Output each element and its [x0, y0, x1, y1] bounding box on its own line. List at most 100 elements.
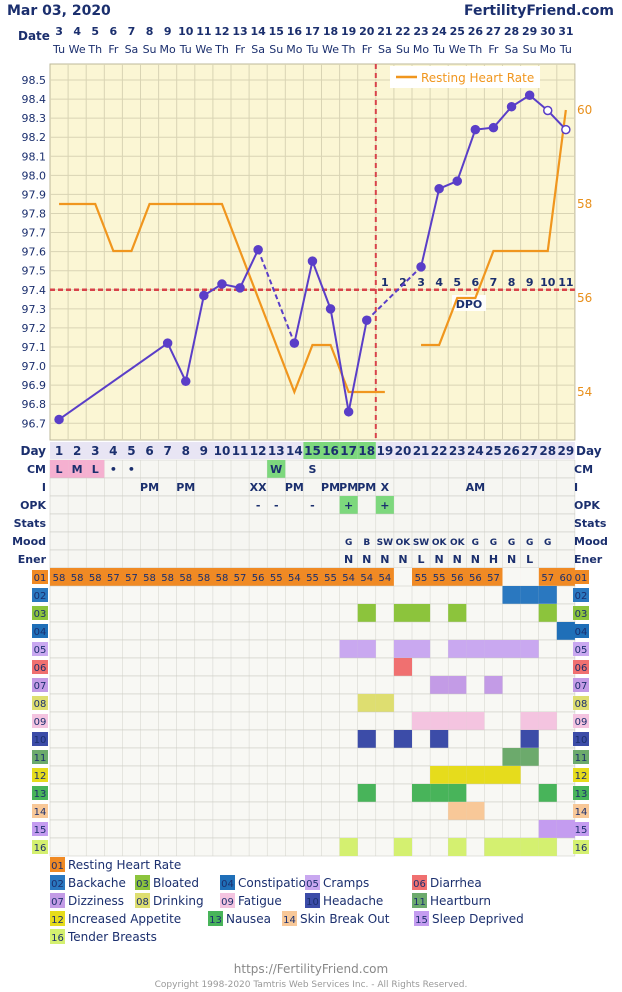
symptom-code-swatch-right [573, 732, 589, 746]
symptom-code-swatch [32, 678, 48, 692]
cm-bleed-cell [86, 460, 105, 478]
symptom-cell [393, 838, 412, 856]
symptom-cell [502, 748, 521, 766]
site-name[interactable]: FertilityFriend.com [464, 3, 614, 19]
legend-code: 10 [306, 897, 319, 908]
weekday-label: Sa [505, 43, 519, 56]
info-cell: PM [140, 481, 159, 494]
y-tick-label: 98.2 [22, 131, 47, 144]
legend-label: Bloated [153, 876, 199, 890]
info-row-label-right: OPK [574, 499, 600, 512]
date-number: 31 [558, 25, 573, 38]
rhr-cell-value: 58 [161, 573, 174, 584]
dpo-number: 9 [526, 276, 534, 289]
legend-code: 03 [136, 879, 149, 890]
temp-point [524, 90, 535, 101]
symptom-cell [448, 712, 467, 730]
y2-tick-label: 60 [577, 103, 592, 117]
info-cell: N [471, 553, 480, 566]
symptom-row-bg [49, 603, 576, 623]
y-tick-label: 98.5 [22, 74, 47, 87]
info-cell: AM [466, 481, 485, 494]
legend-code: 08 [136, 897, 149, 908]
rhr-cell-value: 58 [197, 573, 210, 584]
date-number: 13 [232, 25, 247, 38]
legend-swatch [50, 857, 65, 872]
info-cell: L [92, 463, 99, 476]
symptom-code: 03 [34, 609, 47, 620]
symptom-cell [556, 820, 575, 838]
symptom-code-swatch [32, 624, 48, 638]
legend-label: Backache [68, 876, 126, 890]
y-tick-label: 98.4 [22, 93, 47, 106]
info-cell: L [56, 463, 63, 476]
legend-label: Heartburn [430, 894, 491, 908]
cm-bleed-cell [50, 460, 69, 478]
symptom-code-swatch [32, 606, 48, 620]
rhr-cell-value: 55 [306, 573, 319, 584]
date-number: 11 [196, 25, 211, 38]
y-tick-label: 97.6 [22, 246, 47, 259]
symptom-cell [538, 712, 557, 730]
symptom-cell [538, 838, 557, 856]
opk-positive-cell [339, 496, 358, 514]
symptom-code-swatch [32, 768, 48, 782]
info-cell: N [362, 553, 371, 566]
rhr-cell-value: 58 [179, 573, 192, 584]
legend-swatch [135, 875, 150, 890]
temp-line-segment [311, 260, 332, 310]
cycle-day: 29 [557, 444, 574, 458]
symptom-code-swatch-right [573, 822, 589, 836]
date-number: 22 [395, 25, 410, 38]
temp-point [325, 304, 336, 314]
legend-label: Increased Appetite [68, 912, 181, 926]
legend-swatch [305, 875, 320, 890]
rhr-cell-value: 58 [89, 573, 102, 584]
info-cell: SW [377, 538, 393, 548]
footer-url[interactable]: https://FertilityFriend.com [234, 962, 388, 976]
symptom-cell [448, 676, 467, 694]
info-row-label: Mood [12, 535, 46, 548]
date-number: 9 [164, 25, 172, 38]
symptom-cell [556, 622, 575, 640]
date-number: 12 [214, 25, 229, 38]
symptom-row-bg [49, 657, 576, 677]
rhr-cell-value: 55 [324, 573, 337, 584]
info-cell: + [380, 499, 389, 512]
date-label: Date [18, 29, 50, 43]
legend-label: Fatigue [238, 894, 282, 908]
symptom-code-right: 16 [575, 843, 588, 854]
dpo-number: 7 [490, 276, 498, 289]
symptom-cell [448, 838, 467, 856]
symptom-code: 11 [34, 753, 47, 764]
weekday-label: Tu [432, 43, 445, 56]
legend-code: 06 [413, 879, 426, 890]
date-number: 21 [377, 25, 392, 38]
symptom-cell [466, 802, 485, 820]
y2-tick-label: 54 [577, 385, 592, 399]
legend-swatch [208, 911, 223, 926]
temp-point [452, 176, 462, 186]
temp-point [362, 315, 372, 326]
temp-point [181, 376, 191, 387]
symptom-row-bg [49, 783, 576, 803]
symptom-cell [484, 640, 503, 658]
date-number: 28 [504, 25, 519, 38]
info-row-label: Ener [18, 553, 47, 566]
symptom-code-swatch-right [573, 750, 589, 764]
symptom-code-swatch [32, 642, 48, 656]
y-tick-label: 97.9 [22, 188, 47, 201]
cycle-day: 18 [358, 444, 375, 458]
weekday-label: Sa [251, 43, 265, 56]
symptom-code-right: 08 [575, 699, 588, 710]
rhr-legend-bg [390, 66, 540, 88]
symptom-row-bg [49, 621, 576, 641]
legend-swatch [412, 875, 427, 890]
temp-line-segment [347, 320, 368, 413]
symptom-code-swatch [32, 804, 48, 818]
symptom-code-right: 15 [575, 825, 588, 836]
date-number: 5 [91, 25, 99, 38]
symptom-code-swatch [32, 570, 48, 584]
symptom-cell [502, 640, 521, 658]
weekday-label: Su [143, 43, 157, 56]
